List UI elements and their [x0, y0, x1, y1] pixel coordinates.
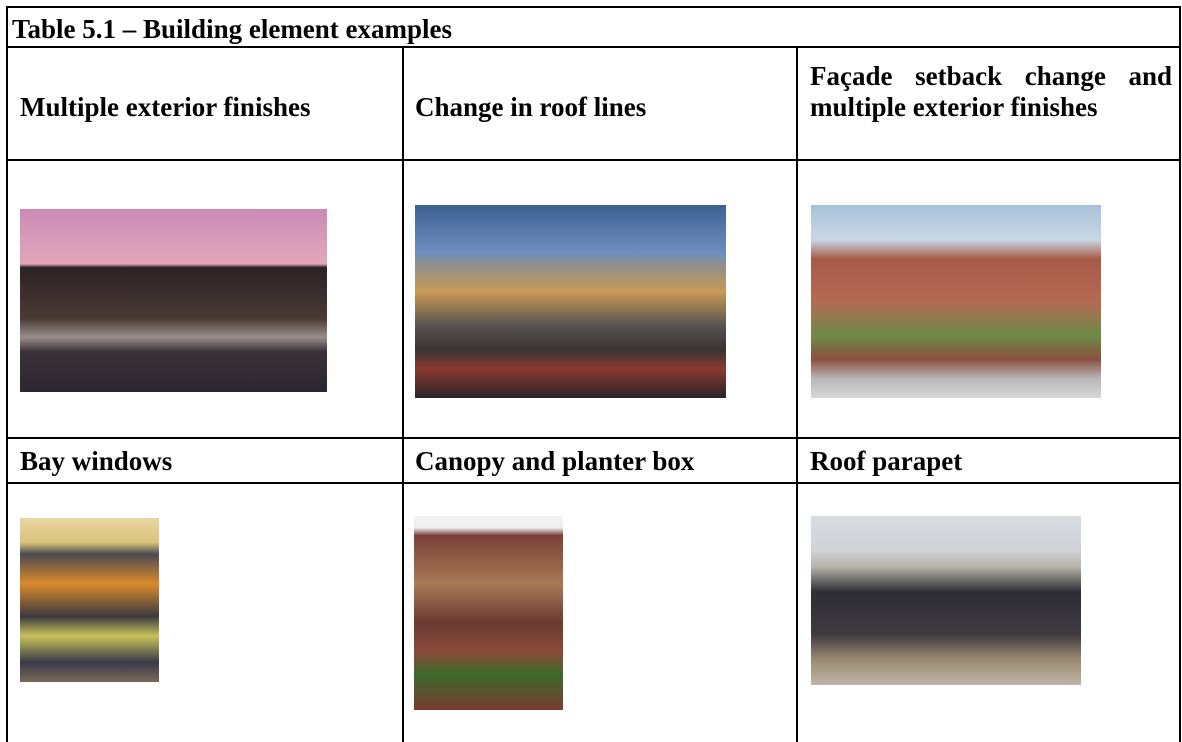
cell-header: Canopy and planter box: [415, 446, 695, 476]
photo: [811, 205, 1101, 398]
border: [6, 437, 1181, 439]
border: [6, 6, 8, 742]
border: [6, 46, 1181, 48]
table-title: Table 5.1 – Building element examples: [12, 14, 453, 44]
photo: [414, 516, 563, 710]
photo: [415, 205, 726, 398]
border: [796, 47, 798, 742]
border: [6, 482, 1181, 484]
border: [6, 6, 1181, 8]
photo: [811, 516, 1081, 685]
cell-header: Bay windows: [20, 446, 173, 476]
cell-header: Change in roof lines: [415, 92, 647, 122]
photo: [20, 518, 159, 682]
border: [6, 159, 1181, 161]
photo: [20, 209, 327, 392]
border: [1179, 6, 1181, 742]
cell-header: Multiple exterior finishes: [20, 92, 311, 122]
cell-header: Façade setback change and multiple exter…: [810, 61, 1172, 122]
cell-header: Roof parapet: [810, 446, 963, 476]
border: [402, 47, 404, 742]
